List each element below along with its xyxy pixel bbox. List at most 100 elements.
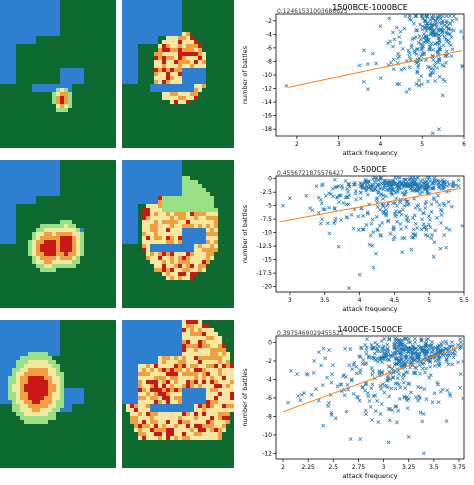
- map-cell: [122, 192, 126, 196]
- map-cell: [12, 40, 16, 44]
- map-cell: [8, 72, 12, 76]
- map-cell: [186, 196, 190, 200]
- map-cell: [28, 136, 32, 140]
- map-cell: [170, 196, 174, 200]
- map-cell: [170, 96, 174, 100]
- map-cell: [198, 64, 202, 68]
- map-cell: [190, 0, 194, 4]
- map-cell: [206, 4, 210, 8]
- map-cell: [32, 344, 36, 348]
- map-cell: [76, 60, 80, 64]
- map-cell: [20, 248, 24, 252]
- map-cell: [80, 124, 84, 128]
- map-cell: [80, 164, 84, 168]
- map-cell: [162, 128, 166, 132]
- map-cell: [12, 280, 16, 284]
- map-cell: [4, 28, 8, 32]
- map-cell: [96, 272, 100, 276]
- map-cell: [96, 32, 100, 36]
- map-cell: [130, 68, 134, 72]
- map-cell: [198, 132, 202, 136]
- map-cell: [16, 80, 20, 84]
- map-cell: [52, 100, 56, 104]
- map-cell: [92, 244, 96, 248]
- map-cell: [52, 16, 56, 20]
- map-cell: [72, 4, 76, 8]
- map-cell: [24, 176, 28, 180]
- map-cell: [72, 192, 76, 196]
- map-cell: [92, 96, 96, 100]
- map-cell: [84, 16, 88, 20]
- map-cell: [194, 32, 198, 36]
- map-cell: [64, 24, 68, 28]
- map-cell: [166, 40, 170, 44]
- map-cell: [226, 104, 230, 108]
- map-cell: [88, 168, 92, 172]
- map-cell: [84, 380, 88, 384]
- map-cell: [186, 24, 190, 28]
- map-cell: [108, 0, 112, 4]
- map-cell: [40, 32, 44, 36]
- map-cell: [88, 392, 92, 396]
- map-cell: [230, 164, 234, 168]
- map-cell: [28, 388, 32, 392]
- map-cell: [40, 172, 44, 176]
- map-cell: [44, 180, 48, 184]
- map-cell: [142, 132, 146, 136]
- map-cell: [158, 92, 162, 96]
- map-cell: [122, 116, 126, 120]
- map-cell: [72, 168, 76, 172]
- map-cell: [198, 196, 202, 200]
- map-cell: [214, 124, 218, 128]
- map-cell: [92, 400, 96, 404]
- map-cell: [0, 412, 4, 416]
- map-cell: [56, 240, 60, 244]
- map-cell: [162, 116, 166, 120]
- map-cell: [88, 52, 92, 56]
- map-cell: [92, 332, 96, 336]
- map-cell: [122, 288, 126, 292]
- map-cell: [12, 348, 16, 352]
- map-cell: [194, 124, 198, 128]
- map-cell: [108, 228, 112, 232]
- map-cell: [182, 100, 186, 104]
- map-cell: [178, 92, 182, 96]
- map-cell: [174, 276, 178, 280]
- map-cell: [126, 300, 130, 304]
- map-cell: [138, 60, 142, 64]
- map-cell: [214, 196, 218, 200]
- map-cell: [48, 332, 52, 336]
- map-cell: [92, 116, 96, 120]
- map-cell: [206, 100, 210, 104]
- map-cell: [202, 144, 206, 148]
- map-cell: [198, 188, 202, 192]
- map-cell: [186, 164, 190, 168]
- map-cell: [36, 348, 40, 352]
- map-cell: [198, 200, 202, 204]
- map-cell: [134, 284, 138, 288]
- map-cell: [20, 140, 24, 144]
- map-cell: [138, 48, 142, 52]
- map-cell: [230, 216, 234, 220]
- map-cell: [84, 296, 88, 300]
- map-cell: [28, 376, 32, 380]
- map-cell: [112, 392, 116, 396]
- map-cell: [198, 44, 202, 48]
- map-cell: [44, 292, 48, 296]
- map-cell: [182, 44, 186, 48]
- map-cell: [96, 348, 100, 352]
- map-cell: [230, 248, 234, 252]
- map-cell: [44, 252, 48, 256]
- map-cell: [44, 20, 48, 24]
- map-cell: [12, 408, 16, 412]
- map-cell: [28, 328, 32, 332]
- map-cell: [20, 376, 24, 380]
- map-cell: [162, 220, 166, 224]
- map-cell: [28, 140, 32, 144]
- map-cell: [68, 324, 72, 328]
- map-cell: [104, 116, 108, 120]
- map-cell: [88, 276, 92, 280]
- map-cell: [214, 88, 218, 92]
- map-cell: [226, 132, 230, 136]
- map-cell: [92, 344, 96, 348]
